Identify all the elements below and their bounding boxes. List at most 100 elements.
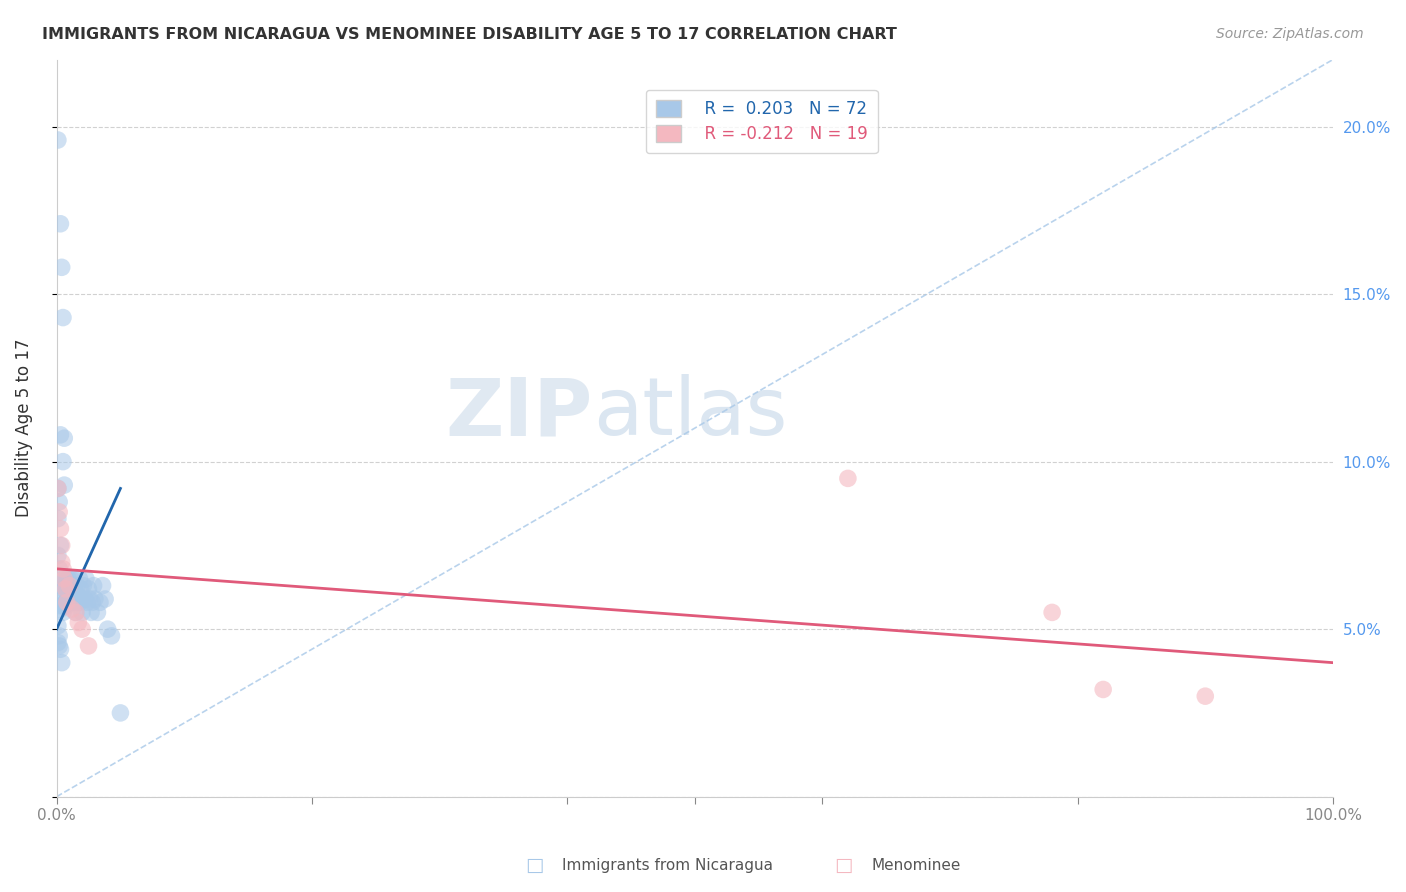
Point [52,455,75,469]
Point [46,635,69,649]
Point [49,579,72,593]
Point [52,310,75,325]
Point [70,622,93,636]
Point [46,133,69,147]
Text: Source: ZipAtlas.com: Source: ZipAtlas.com [1216,27,1364,41]
Point [46,482,69,496]
Point [1092,682,1115,697]
Point [51,538,73,552]
Point [60,579,83,593]
Point [60,602,83,616]
Text: atlas: atlas [593,375,787,452]
Point [51,656,73,670]
Point [53,478,76,492]
Point [52,562,75,576]
Point [80,606,103,620]
Point [49,602,72,616]
Point [46,511,69,525]
Point [56,592,79,607]
Point [56,572,79,586]
Point [73,592,96,607]
Point [66,579,89,593]
Text: □: □ [834,855,853,875]
Point [86,606,108,620]
Point [49,642,72,657]
Point [77,582,100,596]
Text: Menominee: Menominee [872,858,962,872]
Point [51,582,73,596]
Point [58,579,80,593]
Point [97,622,120,636]
Point [48,562,70,576]
Point [51,599,73,613]
Point [69,572,91,586]
Point [77,639,100,653]
Point [83,579,105,593]
Point [100,629,122,643]
Point [66,595,89,609]
Point [69,595,91,609]
Text: □: □ [524,855,544,875]
Point [94,592,117,607]
Point [79,592,101,607]
Point [110,706,132,720]
Point [62,595,84,609]
Point [55,582,77,596]
Point [65,606,87,620]
Point [48,629,70,643]
Point [83,592,105,607]
Point [49,217,72,231]
Point [53,599,76,613]
Point [52,572,75,586]
Point [49,522,72,536]
Text: Immigrants from Nicaragua: Immigrants from Nicaragua [562,858,773,872]
Point [65,592,87,607]
Point [53,431,76,445]
Y-axis label: Disability Age 5 to 17: Disability Age 5 to 17 [15,339,32,517]
Point [67,615,90,630]
Point [837,471,859,485]
Point [89,595,111,609]
Point [49,538,72,552]
Point [51,260,73,275]
Point [58,579,80,593]
Point [55,595,77,609]
Point [76,595,98,609]
Point [52,606,75,620]
Point [56,595,79,609]
Point [48,599,70,613]
Point [72,579,94,593]
Point [63,579,86,593]
Point [59,592,82,607]
Point [46,549,69,563]
Point [53,582,76,596]
Point [46,482,69,496]
Point [62,572,84,586]
Point [52,595,75,609]
Point [91,579,114,593]
Point [46,619,69,633]
Point [53,572,76,586]
Point [48,579,70,593]
Point [55,572,77,586]
Point [70,592,93,607]
Point [48,495,70,509]
Point [82,595,104,609]
Legend:   R =  0.203   N = 72,   R = -0.212   N = 19: R = 0.203 N = 72, R = -0.212 N = 19 [645,90,877,153]
Point [65,606,87,620]
Point [48,639,70,653]
Point [67,589,90,603]
Point [58,595,80,609]
Point [56,599,79,613]
Point [1040,606,1063,620]
Point [70,606,93,620]
Point [49,427,72,442]
Point [1194,689,1216,703]
Point [75,572,97,586]
Point [51,555,73,569]
Point [48,505,70,519]
Point [56,582,79,596]
Text: ZIP: ZIP [446,375,593,452]
Text: IMMIGRANTS FROM NICARAGUA VS MENOMINEE DISABILITY AGE 5 TO 17 CORRELATION CHART: IMMIGRANTS FROM NICARAGUA VS MENOMINEE D… [42,27,897,42]
Point [70,582,93,596]
